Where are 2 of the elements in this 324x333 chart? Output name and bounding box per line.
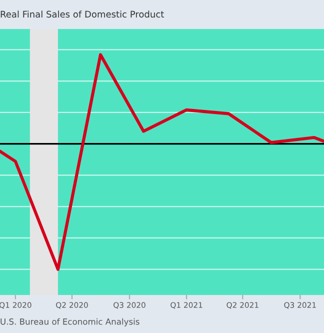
text: U.S. Bureau of Economic Analysis (0, 318, 140, 326)
chart-title: Real Final Sales of Domestic Product (0, 10, 164, 18)
